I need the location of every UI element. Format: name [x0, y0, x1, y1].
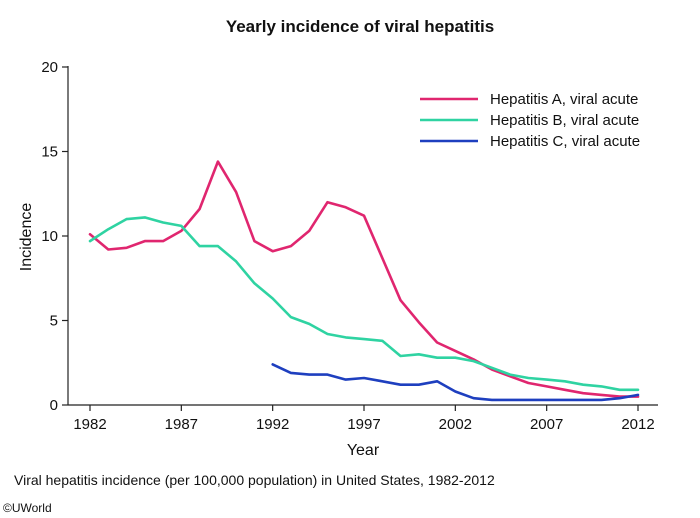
figure-caption: Viral hepatitis incidence (per 100,000 p…	[14, 472, 495, 488]
plot-area: 0 5 10 15 20 1982 1987 1992 1997 2002 2007 2012	[41, 59, 658, 433]
copyright-notice: ©UWorld	[3, 501, 52, 515]
y-tick-label: 20	[41, 59, 58, 76]
legend: Hepatitis A, viral acute Hepatitis B, vir…	[420, 91, 640, 150]
x-tick-label: 2002	[439, 416, 472, 433]
y-tick-label: 5	[50, 313, 58, 330]
y-ticks: 0 5 10 15 20	[41, 59, 68, 414]
y-axis-label: Incidence	[18, 203, 35, 272]
x-tick-label: 1997	[347, 416, 380, 433]
chart-title: Yearly incidence of viral hepatitis	[226, 17, 494, 36]
series-line-2	[88, 216, 640, 392]
legend-label-1: Hepatitis A, viral acute	[490, 91, 638, 108]
series-line-3	[271, 363, 640, 402]
x-tick-label: 1982	[73, 416, 106, 433]
y-tick-label: 0	[50, 397, 58, 414]
x-tick-label: 1987	[165, 416, 198, 433]
legend-label-3: Hepatitis C, viral acute	[490, 133, 640, 150]
series-line-1	[88, 160, 640, 398]
line-chart: Yearly incidence of viral hepatitis 0 5 10…	[18, 17, 658, 459]
x-tick-label: 1992	[256, 416, 289, 433]
x-ticks: 1982 1987 1992 1997 2002 2007 2012	[73, 405, 655, 433]
series-lines	[88, 160, 640, 402]
legend-label-2: Hepatitis B, viral acute	[490, 112, 639, 129]
x-tick-label: 2012	[621, 416, 654, 433]
y-tick-label: 10	[41, 228, 58, 245]
y-tick-label: 15	[41, 144, 58, 161]
x-tick-label: 2007	[530, 416, 563, 433]
x-axis-label: Year	[347, 442, 380, 459]
